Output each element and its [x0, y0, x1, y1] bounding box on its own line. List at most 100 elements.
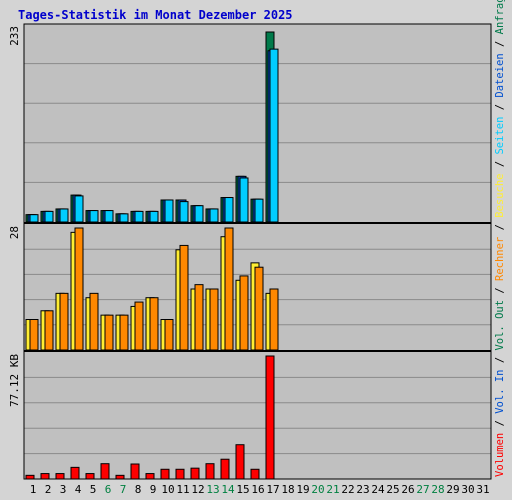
x-tick-label-day-22: 22	[341, 483, 354, 496]
bar-volumen-day-8	[130, 463, 140, 480]
bar-rechner-day-10	[164, 319, 174, 351]
x-tick-label-day-6: 6	[105, 483, 112, 496]
bar-volumen-day-4	[70, 466, 80, 480]
bar-volumen-day-6	[100, 463, 110, 480]
x-tick-label-day-31: 31	[476, 483, 489, 496]
bar-volumen-day-3	[55, 473, 65, 480]
bar-rechner-day-16	[254, 266, 264, 351]
x-tick-label-day-19: 19	[296, 483, 309, 496]
bar-rechner-day-2	[44, 310, 54, 351]
x-tick-label-day-7: 7	[120, 483, 127, 496]
bar-seiten-day-16	[254, 198, 264, 223]
x-tick-label-day-15: 15	[236, 483, 249, 496]
x-tick-label-day-25: 25	[386, 483, 399, 496]
x-tick-label-day-2: 2	[45, 483, 52, 496]
bar-rechner-day-4	[74, 227, 84, 351]
x-tick-label-day-23: 23	[356, 483, 369, 496]
legend-separator: /	[494, 351, 506, 370]
bar-seiten-day-15	[239, 177, 249, 223]
x-tick-label-day-10: 10	[161, 483, 174, 496]
bar-rechner-day-14	[224, 227, 234, 351]
x-tick-label-day-4: 4	[75, 483, 82, 496]
bar-seiten-day-5	[89, 210, 99, 223]
x-tick-label-day-13: 13	[206, 483, 219, 496]
bar-seiten-day-11	[179, 201, 189, 223]
x-tick-label-day-8: 8	[135, 483, 142, 496]
x-tick-label-day-27: 27	[416, 483, 429, 496]
x-tick-label-day-24: 24	[371, 483, 385, 496]
bar-rechner-day-1	[29, 319, 39, 351]
x-tick-label-day-12: 12	[191, 483, 204, 496]
bar-rechner-day-12	[194, 284, 204, 351]
y-max-label-panel-3: 77.12 KB	[8, 354, 21, 407]
x-tick-label-day-5: 5	[90, 483, 97, 496]
bar-volumen-day-12	[190, 467, 200, 480]
bar-seiten-day-8	[134, 210, 144, 223]
bar-volumen-day-7	[115, 474, 125, 480]
bar-volumen-day-17	[265, 355, 275, 480]
bar-seiten-day-7	[119, 213, 129, 223]
bar-seiten-day-13	[209, 208, 219, 223]
bar-volumen-day-9	[145, 473, 155, 480]
bar-seiten-day-3	[59, 208, 69, 223]
bar-rechner-day-11	[179, 244, 189, 351]
bar-rechner-day-8	[134, 301, 144, 351]
bar-rechner-day-5	[89, 292, 99, 351]
legend-entry-vol-in: Vol. In	[494, 370, 506, 414]
bar-volumen-day-13	[205, 463, 215, 480]
x-tick-label-day-3: 3	[60, 483, 67, 496]
x-tick-label-day-21: 21	[326, 483, 339, 496]
bar-volumen-day-16	[250, 468, 260, 480]
x-tick-label-day-14: 14	[221, 483, 235, 496]
legend-entry-rechner: Rechner	[494, 237, 506, 281]
bar-rechner-day-3	[59, 292, 69, 351]
legend-separator: /	[494, 34, 506, 53]
bar-volumen-day-2	[40, 473, 50, 480]
bar-rechner-day-17	[269, 288, 279, 351]
legend-entry-seiten: Seiten	[494, 117, 506, 155]
bar-rechner-day-6	[104, 314, 114, 351]
legend: Volumen / Vol. In / Vol. Out / Rechner /…	[494, 0, 506, 477]
x-tick-label-day-17: 17	[266, 483, 279, 496]
x-tick-label-day-16: 16	[251, 483, 264, 496]
bar-volumen-day-10	[160, 468, 170, 480]
bar-seiten-day-2	[44, 210, 54, 223]
y-max-label-panel-1: 233	[8, 26, 21, 46]
bar-rechner-day-13	[209, 288, 219, 351]
legend-entry-vol-out: Vol. Out	[494, 300, 506, 351]
legend-entry-anfragen: Anfragen	[494, 0, 506, 34]
legend-separator: /	[494, 98, 506, 117]
bar-rechner-day-9	[149, 297, 159, 351]
legend-separator: /	[494, 155, 506, 174]
plot-area	[24, 24, 491, 479]
legend-entry-volumen: Volumen	[494, 433, 506, 477]
y-max-label-panel-2: 28	[8, 226, 21, 239]
bar-volumen-day-11	[175, 468, 185, 480]
bar-seiten-day-14	[224, 197, 234, 223]
x-tick-label-day-30: 30	[461, 483, 474, 496]
legend-separator: /	[494, 281, 506, 300]
bar-volumen-day-5	[85, 473, 95, 480]
bar-rechner-day-15	[239, 275, 249, 351]
x-tick-label-day-20: 20	[311, 483, 324, 496]
bar-seiten-day-12	[194, 205, 204, 223]
legend-entry-besuche: Besuche	[494, 173, 506, 217]
x-tick-label-day-28: 28	[431, 483, 444, 496]
x-tick-label-day-9: 9	[150, 483, 157, 496]
bar-rechner-day-7	[119, 314, 129, 351]
x-tick-label-day-26: 26	[401, 483, 414, 496]
bar-seiten-day-9	[149, 210, 159, 223]
bar-seiten-day-1	[29, 214, 39, 223]
chart-title: Tages-Statistik im Monat Dezember 2025	[18, 8, 293, 22]
bar-seiten-day-10	[164, 199, 174, 223]
bar-seiten-day-6	[104, 210, 114, 223]
x-tick-label-day-29: 29	[446, 483, 459, 496]
legend-entry-dateien: Dateien	[494, 53, 506, 97]
x-tick-label-day-18: 18	[281, 483, 294, 496]
bar-volumen-day-14	[220, 458, 230, 480]
x-tick-label-day-11: 11	[176, 483, 189, 496]
x-tick-label-day-1: 1	[30, 483, 37, 496]
bar-seiten-day-17	[269, 48, 279, 223]
legend-separator: /	[494, 218, 506, 237]
